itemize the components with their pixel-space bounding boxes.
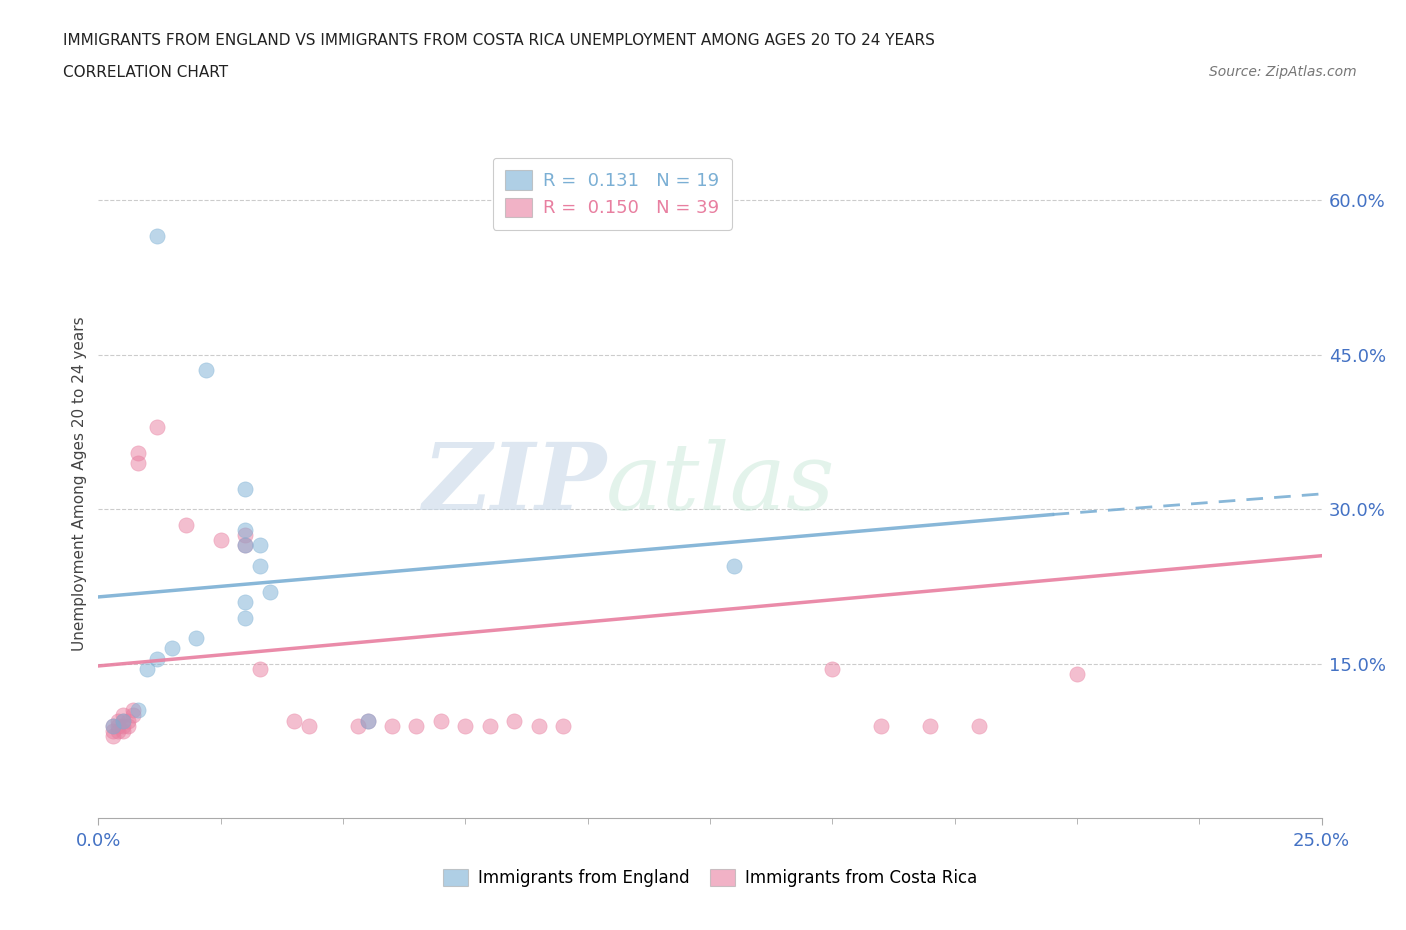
Y-axis label: Unemployment Among Ages 20 to 24 years: Unemployment Among Ages 20 to 24 years xyxy=(72,316,87,651)
Point xyxy=(209,533,232,548)
Point xyxy=(127,445,149,460)
Point xyxy=(136,661,159,676)
Text: IMMIGRANTS FROM ENGLAND VS IMMIGRANTS FROM COSTA RICA UNEMPLOYMENT AMONG AGES 20: IMMIGRANTS FROM ENGLAND VS IMMIGRANTS FR… xyxy=(63,33,935,47)
Point xyxy=(259,584,281,599)
Point xyxy=(186,631,208,645)
Point xyxy=(127,703,149,718)
Point xyxy=(283,713,305,728)
Point xyxy=(107,724,129,738)
Point xyxy=(723,559,745,574)
Point xyxy=(233,538,256,552)
Point xyxy=(107,718,129,733)
Legend: Immigrants from England, Immigrants from Costa Rica: Immigrants from England, Immigrants from… xyxy=(433,859,987,897)
Point xyxy=(821,661,844,676)
Point xyxy=(111,718,134,733)
Point xyxy=(195,363,218,378)
Point xyxy=(233,538,256,552)
Point xyxy=(233,610,256,625)
Point xyxy=(117,713,139,728)
Point xyxy=(870,718,893,733)
Point xyxy=(121,703,143,718)
Point xyxy=(233,523,256,538)
Point xyxy=(121,708,143,723)
Point xyxy=(111,708,134,723)
Point xyxy=(233,594,256,609)
Point xyxy=(146,651,169,666)
Point xyxy=(346,718,368,733)
Point xyxy=(249,661,271,676)
Point xyxy=(111,713,134,728)
Point xyxy=(101,728,124,743)
Point xyxy=(111,724,134,738)
Point xyxy=(478,718,501,733)
Point xyxy=(249,538,271,552)
Point xyxy=(405,718,427,733)
Point xyxy=(298,718,321,733)
Point xyxy=(381,718,404,733)
Point xyxy=(176,517,198,532)
Point xyxy=(1066,667,1088,682)
Point xyxy=(111,713,134,728)
Point xyxy=(101,718,124,733)
Point xyxy=(101,718,124,733)
Point xyxy=(920,718,942,733)
Text: CORRELATION CHART: CORRELATION CHART xyxy=(63,65,228,80)
Point xyxy=(454,718,477,733)
Text: atlas: atlas xyxy=(606,439,835,528)
Point xyxy=(233,527,256,542)
Point xyxy=(356,713,378,728)
Point xyxy=(107,713,129,728)
Point xyxy=(430,713,453,728)
Point xyxy=(117,718,139,733)
Point xyxy=(127,456,149,471)
Point xyxy=(527,718,550,733)
Point xyxy=(101,724,124,738)
Point xyxy=(233,482,256,497)
Point xyxy=(503,713,526,728)
Point xyxy=(356,713,378,728)
Text: ZIP: ZIP xyxy=(422,439,606,528)
Point xyxy=(249,559,271,574)
Point xyxy=(553,718,575,733)
Point xyxy=(160,641,183,656)
Text: Source: ZipAtlas.com: Source: ZipAtlas.com xyxy=(1209,65,1357,79)
Point xyxy=(146,229,169,244)
Point xyxy=(146,419,169,434)
Point xyxy=(967,718,990,733)
